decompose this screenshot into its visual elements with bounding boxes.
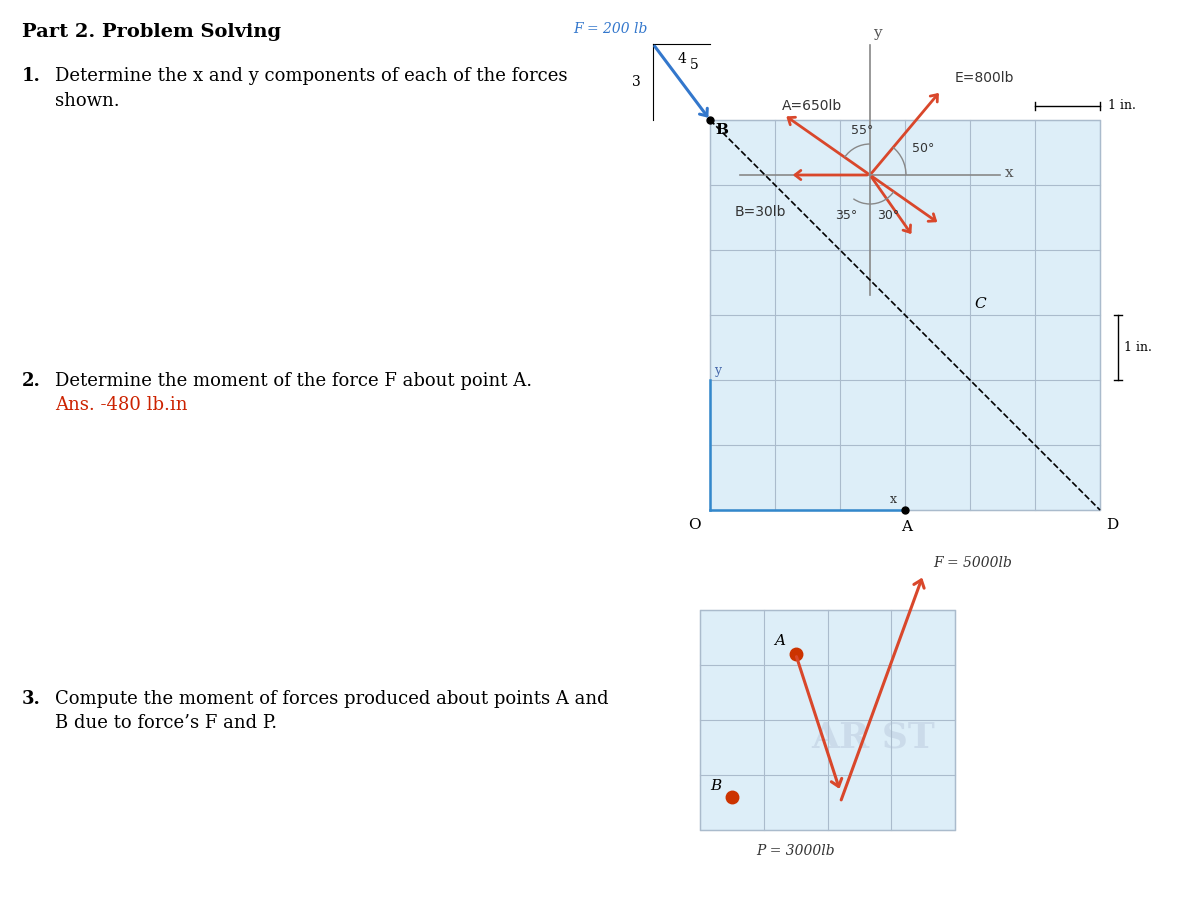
Text: 30°: 30° bbox=[877, 209, 899, 222]
Text: A: A bbox=[901, 520, 912, 534]
Text: 55°: 55° bbox=[851, 124, 874, 137]
Text: B=30lb: B=30lb bbox=[734, 205, 786, 219]
Text: y: y bbox=[714, 364, 721, 377]
Text: F = 5000lb: F = 5000lb bbox=[934, 556, 1012, 570]
Text: Compute the moment of forces produced about points A and: Compute the moment of forces produced ab… bbox=[55, 690, 608, 708]
Text: 1.: 1. bbox=[22, 67, 41, 85]
Text: 5: 5 bbox=[690, 58, 698, 72]
Text: 35°: 35° bbox=[835, 209, 857, 222]
Text: A=650lb: A=650lb bbox=[782, 99, 842, 113]
Text: A: A bbox=[775, 634, 786, 648]
Bar bbox=[700, 610, 955, 830]
Text: 1 in.: 1 in. bbox=[1108, 100, 1136, 112]
Text: x: x bbox=[889, 493, 896, 506]
Text: D: D bbox=[1106, 518, 1118, 532]
Text: 3.: 3. bbox=[22, 690, 41, 708]
Text: C: C bbox=[974, 297, 985, 311]
Text: 1 in.: 1 in. bbox=[1124, 341, 1152, 354]
Text: P = 3000lb: P = 3000lb bbox=[756, 844, 835, 858]
Text: O: O bbox=[688, 518, 701, 532]
Text: y: y bbox=[874, 26, 882, 40]
Text: 4: 4 bbox=[677, 52, 686, 66]
Text: Part 2. Problem Solving: Part 2. Problem Solving bbox=[22, 23, 281, 41]
Text: B: B bbox=[710, 779, 722, 793]
Text: shown.: shown. bbox=[55, 92, 120, 110]
Text: Determine the x and y components of each of the forces: Determine the x and y components of each… bbox=[55, 67, 568, 85]
Text: E=800lb: E=800lb bbox=[955, 71, 1014, 85]
Text: AR ST: AR ST bbox=[811, 720, 935, 755]
Text: B: B bbox=[715, 123, 728, 137]
Text: 2.: 2. bbox=[22, 372, 41, 390]
Text: B due to force’s F and P.: B due to force’s F and P. bbox=[55, 714, 277, 732]
Text: x: x bbox=[1006, 166, 1014, 180]
Text: Determine the moment of the force F about point A.: Determine the moment of the force F abou… bbox=[55, 372, 532, 390]
Text: 3: 3 bbox=[632, 75, 641, 89]
Bar bbox=[710, 120, 1100, 510]
Text: Ans. -480 lb.in: Ans. -480 lb.in bbox=[55, 396, 187, 414]
Text: F = 200 lb: F = 200 lb bbox=[574, 22, 648, 36]
Text: 50°: 50° bbox=[912, 142, 935, 155]
